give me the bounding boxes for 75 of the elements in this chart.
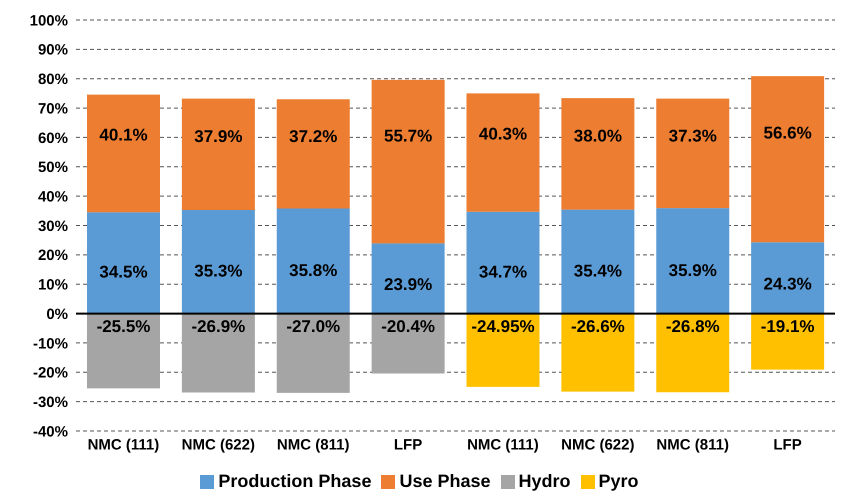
y-tick-label: 30%: [38, 218, 68, 235]
bar: [656, 314, 730, 392]
x-tick-label: NMC (622): [182, 436, 255, 454]
legend-label: Pyro: [598, 471, 639, 491]
y-tick-label: -20%: [32, 364, 68, 382]
y-tick-label: 20%: [38, 247, 68, 264]
data-label: -26.9%: [191, 317, 246, 336]
bar: [561, 98, 634, 210]
data-label: 37.3%: [668, 126, 717, 146]
bar: [372, 243, 445, 314]
bar: [182, 314, 255, 393]
bar: [372, 314, 445, 374]
y-tick-label: 90%: [38, 42, 68, 59]
bar: [182, 210, 255, 314]
bar: [656, 98, 730, 208]
y-tick-label: -10%: [32, 335, 68, 352]
data-label: -27.0%: [286, 317, 340, 336]
x-tick-label: NMC (811): [276, 436, 350, 454]
bar: [182, 98, 255, 210]
data-label: 55.7%: [384, 126, 432, 146]
y-tick-label: 50%: [38, 159, 68, 176]
data-label: -26.6%: [570, 317, 625, 336]
data-label: 37.9%: [194, 127, 242, 146]
data-label: 34.7%: [478, 262, 528, 282]
y-tick-label: 10%: [38, 276, 68, 294]
data-label: 23.9%: [384, 274, 432, 294]
bar: [466, 93, 540, 212]
bar: [276, 99, 350, 208]
bar: [466, 212, 540, 314]
bar: [87, 94, 160, 212]
legend-label: Use Phase: [399, 471, 491, 491]
y-tick-label: 60%: [38, 130, 68, 147]
data-label: -24.95%: [471, 317, 535, 336]
data-label: 34.5%: [99, 262, 148, 282]
x-tick-label: LFP: [394, 436, 422, 454]
bar: [276, 314, 350, 393]
bar: [751, 76, 824, 242]
x-tick-label: LFP: [773, 436, 802, 454]
y-tick-label: 70%: [38, 100, 68, 118]
data-label: 35.3%: [194, 262, 242, 281]
x-tick-label: NMC (622): [561, 436, 634, 454]
legend-label: Production Phase: [218, 471, 372, 491]
x-tick-label: NMC (811): [656, 436, 729, 454]
y-tick-label: 80%: [38, 71, 68, 88]
data-label: 35.8%: [289, 261, 338, 280]
legend-label: Hydro: [518, 471, 571, 491]
bar: [87, 314, 160, 388]
bar: [751, 242, 824, 314]
data-label: 24.3%: [764, 274, 812, 294]
bar: [466, 314, 540, 387]
data-label: -26.8%: [666, 317, 720, 336]
data-label: -25.5%: [96, 317, 150, 336]
y-tick-label: 40%: [38, 188, 68, 206]
x-tick-label: NMC (111): [88, 436, 160, 454]
bar: [372, 80, 445, 244]
y-tick-label: -40%: [32, 423, 68, 440]
data-label: 35.4%: [574, 261, 622, 280]
bar: [276, 208, 350, 314]
data-label: 37.2%: [289, 126, 338, 146]
data-label: 40.1%: [99, 125, 148, 144]
bar: [561, 314, 634, 392]
data-label: -19.1%: [760, 317, 815, 336]
data-label: 56.6%: [764, 124, 812, 143]
bar: [751, 314, 824, 370]
bar: [561, 210, 634, 314]
x-tick-label: NMC (111): [467, 436, 539, 454]
y-tick-label: 100%: [30, 12, 68, 30]
bar: [656, 208, 730, 314]
data-label: 38.0%: [574, 126, 622, 146]
y-tick-label: 0%: [46, 306, 68, 323]
bar: [87, 212, 160, 314]
data-label: 40.3%: [478, 124, 528, 144]
data-label: -20.4%: [381, 317, 436, 336]
data-label: 35.9%: [668, 260, 717, 280]
y-tick-label: -30%: [32, 394, 68, 411]
